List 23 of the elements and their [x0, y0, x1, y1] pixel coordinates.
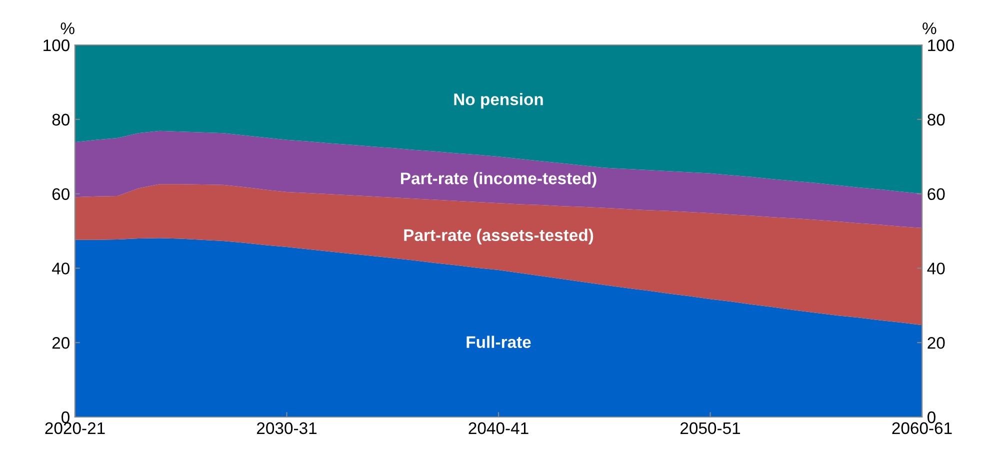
- y2-tick-label: 80: [928, 114, 945, 126]
- series-label: Part-rate (income-tested): [400, 172, 596, 188]
- y2-tick-label: 100: [928, 39, 954, 52]
- series-label: Full-rate: [466, 336, 531, 348]
- y2-tick-label: 40: [927, 262, 945, 274]
- y-tick-label: 0: [62, 411, 70, 424]
- y-tick-label: 40: [52, 262, 70, 274]
- series-label: Part-rate (assets-tested): [404, 228, 594, 244]
- y2-axis-title: %: [922, 22, 936, 34]
- y2-tick-label: 20: [928, 337, 945, 349]
- y2-tick-label: 60: [928, 188, 945, 200]
- x-tick-label: 2040-41: [468, 422, 528, 434]
- y-tick-label: 60: [52, 188, 70, 200]
- x-tick-label: 2060-61: [892, 422, 952, 434]
- x-tick-label: 2050-51: [680, 422, 740, 434]
- series-label: No pension: [454, 93, 543, 109]
- y-tick-label: 20: [52, 337, 70, 349]
- x-tick-label: 2030-31: [257, 422, 317, 434]
- y2-tick-label: 0: [928, 411, 936, 424]
- y-tick-label: 80: [52, 114, 70, 126]
- y-axis-title: %: [60, 22, 74, 34]
- x-tick-label: 2020-21: [45, 422, 105, 434]
- y-tick-label: 100: [44, 39, 70, 52]
